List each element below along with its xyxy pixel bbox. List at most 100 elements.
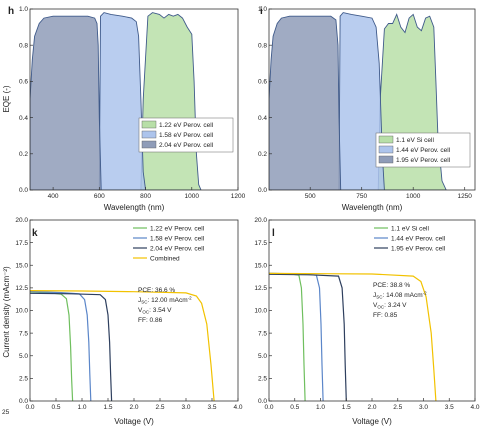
x-tick-label: 3.5 xyxy=(445,404,454,411)
x-tick-label: 4.0 xyxy=(470,404,479,411)
x-tick-label: 1000 xyxy=(406,193,421,200)
edge-tick-label: 25 xyxy=(2,409,10,416)
panel-h-ticks: 400 600 800 1000 1200 0.0 0.2 0.4 0.6 0.8 1.0 xyxy=(19,6,246,200)
panel-l-letter: l xyxy=(272,228,275,239)
y-tick-label: 0.8 xyxy=(258,42,267,49)
x-tick-label: 2.5 xyxy=(155,404,164,411)
legend-label: Combined xyxy=(150,256,180,263)
y-tick-label: 15.0 xyxy=(254,262,267,269)
x-tick-label: 500 xyxy=(305,193,316,200)
panel-h-areas xyxy=(30,12,202,190)
legend-swatch xyxy=(378,155,394,164)
legend-label: 1.1 eV Si cell xyxy=(391,226,429,233)
y-tick-label: 0.0 xyxy=(258,398,267,405)
y-tick-label: 0.0 xyxy=(258,187,267,194)
y-tick-label: 0.2 xyxy=(258,151,267,158)
series-area xyxy=(140,12,202,190)
annotation-voc-value: 3.54 V xyxy=(153,307,172,314)
series-line xyxy=(30,292,113,401)
panel-i-letter: i xyxy=(260,6,263,17)
x-tick-label: 3.0 xyxy=(181,404,190,411)
annotation-voc: VOC: 3.54 V xyxy=(138,307,172,315)
x-tick-label: 1.5 xyxy=(103,404,112,411)
x-tick-label: 0.5 xyxy=(290,404,299,411)
y-tick-label: 20.0 xyxy=(15,217,28,224)
y-tick-label: 12.5 xyxy=(15,285,28,292)
y-tick-label: 0.8 xyxy=(19,42,28,49)
panel-k-legend: 1.22 eV Perov. cell 1.58 eV Perov. cell … xyxy=(133,226,205,263)
legend-label: 2.04 eV Perov. cell xyxy=(159,142,214,149)
x-tick-label: 1250 xyxy=(457,193,472,200)
panel-h-letter: h xyxy=(8,6,14,17)
x-tick-label: 0.5 xyxy=(51,404,60,411)
annotation-ff: FF: 0.85 xyxy=(373,312,398,319)
legend-label: 1.44 eV Perov. cell xyxy=(391,236,446,243)
y-tick-label: 2.5 xyxy=(258,376,267,383)
y-tick-label: 0.4 xyxy=(258,115,267,122)
annotation-jsc-value: 14.08 mAcm xyxy=(386,292,423,299)
panel-l-xlabel: Voltage (V) xyxy=(352,417,392,426)
y-tick-label: 0.4 xyxy=(19,115,28,122)
legend-label: 1.95 eV Perov. cell xyxy=(391,246,446,253)
panel-k-ylabel: Current density (mAcm⁻²) xyxy=(2,266,11,358)
x-tick-label: 1.5 xyxy=(342,404,351,411)
x-tick-label: 750 xyxy=(356,193,367,200)
series-line xyxy=(269,272,437,401)
y-tick-label: 15.0 xyxy=(15,262,28,269)
series-line xyxy=(269,272,324,401)
panel-k-letter: k xyxy=(32,228,38,239)
panel-k-frame xyxy=(29,219,239,402)
x-tick-label: 1.0 xyxy=(77,404,86,411)
y-tick-label: 2.5 xyxy=(19,376,28,383)
panel-i-frame xyxy=(268,8,476,191)
x-tick-label: 1200 xyxy=(231,193,246,200)
legend-label: 1.95 eV Perov. cell xyxy=(396,157,451,164)
legend-swatch xyxy=(378,145,394,154)
x-tick-label: 3.5 xyxy=(207,404,216,411)
y-tick-label: 5.0 xyxy=(258,353,267,360)
legend-label: 1.1 eV Si cell xyxy=(396,137,434,144)
series-area xyxy=(269,15,342,190)
panel-l-annotation: PCE: 38.8 % JSC: 14.08 mAcm-2 VOC: 3.24 … xyxy=(373,282,427,319)
series-line xyxy=(30,290,92,401)
y-tick-label: 0.6 xyxy=(258,79,267,86)
annotation-ff: FF: 0.86 xyxy=(138,317,163,324)
legend-label: 1.58 eV Perov. cell xyxy=(159,132,214,139)
annotation-jsc: JSC: 14.08 mAcm-2 xyxy=(373,291,427,300)
y-tick-label: 17.5 xyxy=(15,240,28,247)
panel-l-ticks: 0.0 0.5 1.0 1.5 2.0 2.5 3.0 3.5 4.0 0.0 2.5 5.0 7.5 1… xyxy=(254,217,480,411)
x-tick-label: 400 xyxy=(48,193,59,200)
x-tick-label: 3.0 xyxy=(419,404,428,411)
x-tick-label: 0.0 xyxy=(25,404,34,411)
annotation-voc-value: 3.24 V xyxy=(388,302,407,309)
panel-i-xlabel: Wavelength (nm) xyxy=(342,203,403,212)
y-tick-label: 10.0 xyxy=(254,308,267,315)
legend-label: 1.58 eV Perov. cell xyxy=(150,236,205,243)
panel-h-legend: 1.22 eV Perov. cell 1.58 eV Perov. cell … xyxy=(138,117,234,153)
series-line xyxy=(269,272,306,401)
x-tick-label: 2.0 xyxy=(129,404,138,411)
panel-l-lines xyxy=(269,272,437,401)
x-tick-label: 2.5 xyxy=(393,404,402,411)
y-tick-label: 0.0 xyxy=(19,187,28,194)
panel-h-ylabel: EQE (-) xyxy=(2,85,11,112)
x-tick-label: 1000 xyxy=(185,193,200,200)
annotation-jsc-value: 12.00 mAcm xyxy=(151,297,188,304)
y-tick-label: 1.0 xyxy=(19,6,28,13)
legend-label: 1.44 eV Perov. cell xyxy=(396,147,451,154)
panel-h: 400 600 800 1000 1200 0.0 0.2 0.4 0.6 0.8 1.0 h Wa… xyxy=(2,6,246,212)
y-tick-label: 0.2 xyxy=(19,151,28,158)
panel-k-lines xyxy=(30,290,215,401)
legend-label: 1.22 eV Perov. cell xyxy=(150,226,205,233)
annotation-pce: PCE: 38.8 % xyxy=(373,282,410,289)
y-tick-label: 20.0 xyxy=(254,217,267,224)
panel-k-annotation: PCE: 36.6 % JSC: 12.00 mAcm-2 VOC: 3.54 … xyxy=(138,287,192,324)
y-tick-label: 0.6 xyxy=(19,79,28,86)
y-tick-label: 7.5 xyxy=(258,330,267,337)
legend-swatch xyxy=(378,135,394,144)
series-line xyxy=(30,291,74,401)
panel-i-legend: 1.1 eV Si cell 1.44 eV Perov. cell 1.95 … xyxy=(375,132,471,168)
y-tick-label: 7.5 xyxy=(19,330,28,337)
y-tick-label: 17.5 xyxy=(254,240,267,247)
series-line xyxy=(30,290,215,401)
